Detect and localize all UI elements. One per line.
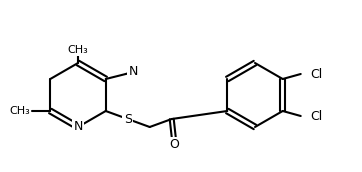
Text: N: N <box>129 64 138 78</box>
Text: CH₃: CH₃ <box>68 45 88 55</box>
Text: N: N <box>73 121 83 133</box>
Text: S: S <box>124 112 132 126</box>
Text: Cl: Cl <box>311 110 323 122</box>
Text: CH₃: CH₃ <box>9 106 30 116</box>
Text: Cl: Cl <box>311 67 323 80</box>
Text: O: O <box>169 138 179 152</box>
Text: C: C <box>128 67 136 77</box>
